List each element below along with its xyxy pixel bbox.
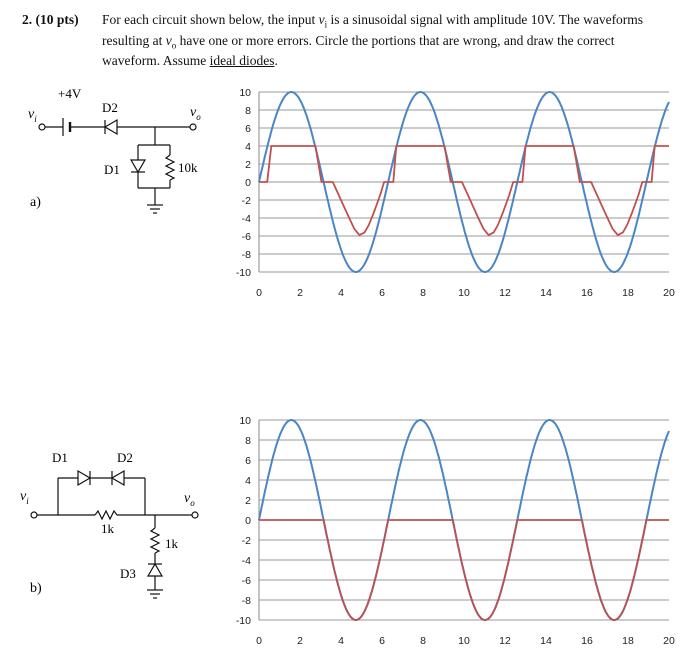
circuit-a-d1-label: D1 [104, 162, 120, 177]
y-tick-label: -8 [242, 249, 251, 261]
x-tick-label: 18 [622, 287, 634, 299]
y-tick-label: -4 [242, 213, 251, 225]
x-tick-label: 0 [256, 287, 262, 299]
x-tick-label: 8 [420, 635, 426, 645]
question-number-value: 2. [22, 12, 33, 27]
circuit-b-part-label: b) [30, 581, 42, 596]
y-tick-label: 4 [245, 141, 251, 153]
circuit-a-d1-diode [129, 159, 147, 174]
circuit-a-vo-label: vo [190, 105, 201, 122]
y-tick-label: 8 [245, 105, 251, 117]
x-tick-label: 4 [338, 287, 344, 299]
input-waveform-series [258, 91, 670, 273]
circuit-b-vi-label: vi [20, 489, 29, 506]
y-tick-label: -10 [236, 267, 251, 279]
circuit-b-d1-label: D1 [52, 450, 68, 465]
x-tick-label: 14 [540, 635, 552, 645]
q-ideal-diodes: ideal diodes [209, 53, 275, 69]
y-tick-label: 10 [239, 87, 251, 99]
y-tick-label: 6 [245, 123, 251, 135]
x-tick-label: 18 [622, 635, 634, 645]
x-tick-label: 14 [540, 287, 552, 299]
circuit-a-ground-icon [147, 204, 163, 214]
output-waveform-series [259, 145, 669, 237]
circuit-b-d3-diode [146, 562, 164, 577]
q-line3-c: . [274, 53, 278, 69]
y-tick-label: 10 [239, 415, 251, 427]
q-line1-a: For each circuit shown below, the input [102, 12, 319, 27]
q-line3-a: waveform. Assume [102, 53, 210, 69]
y-tick-label: -8 [242, 595, 251, 607]
x-tick-label: 20 [663, 287, 675, 299]
y-tick-label: 8 [245, 435, 251, 447]
circuit-a-output-terminal [189, 123, 197, 131]
q-line2-b: have one or more errors. Circle the port… [176, 32, 615, 48]
x-tick-label: 16 [581, 635, 593, 645]
y-tick-label: -2 [242, 195, 251, 207]
q-line2-a: resulting at [102, 32, 166, 48]
x-tick-label: 6 [379, 635, 385, 645]
circuit-b-d2-label: D2 [117, 450, 133, 465]
x-tick-label: 10 [458, 287, 470, 299]
y-tick-label: 0 [245, 177, 251, 189]
y-tick-label: 6 [245, 455, 251, 467]
q-vi-symbol: v [318, 12, 325, 27]
y-tick-label: 2 [245, 159, 251, 171]
x-tick-label: 12 [499, 287, 511, 299]
q-vo-symbol: v [165, 32, 172, 48]
circuit-a-input-terminal [38, 123, 46, 131]
circuit-a-part-label: a) [30, 195, 41, 210]
y-tick-label: -6 [242, 231, 251, 243]
circuit-b-d1-diode [77, 469, 92, 487]
circuit-a: vi +4V D2 D1 10k vo a) [28, 86, 201, 214]
circuit-b-series-resistor-label: 1k [101, 521, 115, 536]
y-tick-label: 0 [245, 515, 251, 527]
x-tick-label: 2 [297, 635, 303, 645]
circuit-b-output-terminal [191, 511, 199, 519]
circuit-b-vo-label: vo [184, 491, 195, 508]
circuit-b-d2-diode [110, 469, 125, 487]
y-tick-label: -6 [242, 575, 251, 587]
q-vo-sub: o [171, 40, 177, 51]
x-tick-label: 10 [458, 635, 470, 645]
q-line1-b: is a sinusoidal signal with amplitude 10… [327, 12, 644, 27]
x-tick-label: 2 [297, 287, 303, 299]
x-tick-label: 0 [256, 635, 262, 645]
circuit-b-series-resistor [94, 509, 118, 521]
circuit-a-resistor-label: 10k [178, 160, 198, 175]
x-tick-label: 6 [379, 287, 385, 299]
x-tick-label: 4 [338, 635, 344, 645]
circuit-b-shunt-resistor [149, 527, 161, 554]
circuit-a-d2-diode [103, 118, 118, 136]
circuit-a-source-label: +4V [58, 86, 82, 101]
y-tick-label: -10 [236, 615, 251, 627]
x-tick-label: 8 [420, 287, 426, 299]
circuit-a-resistor [164, 154, 176, 181]
circuit-a-vi-label: vi [28, 107, 37, 124]
circuit-a-d2-label: D2 [102, 100, 118, 115]
q-vi-sub: i [324, 19, 328, 30]
circuit-b-d3-label: D3 [120, 566, 136, 581]
circuit-b-shunt-resistor-label: 1k [165, 536, 179, 551]
question-body: For each circuit shown below, the input … [102, 12, 692, 69]
question-points: (10 pts) [35, 12, 79, 27]
x-tick-label: 16 [581, 287, 593, 299]
question-text: 2. (10 pts) For each circuit shown below… [22, 12, 692, 69]
circuit-b-ground-icon [147, 589, 163, 599]
x-tick-label: 20 [663, 635, 675, 645]
output-waveform-series [259, 519, 669, 621]
question-number: 2. (10 pts) [22, 12, 79, 28]
x-tick-label: 12 [499, 635, 511, 645]
circuit-b: D1 D2 1k 1k D3 vi vo b) [20, 450, 199, 599]
y-tick-label: 4 [245, 475, 251, 487]
y-tick-label: -4 [242, 555, 251, 567]
y-tick-label: -2 [242, 535, 251, 547]
circuit-b-input-terminal [30, 511, 38, 519]
y-tick-label: 2 [245, 495, 251, 507]
